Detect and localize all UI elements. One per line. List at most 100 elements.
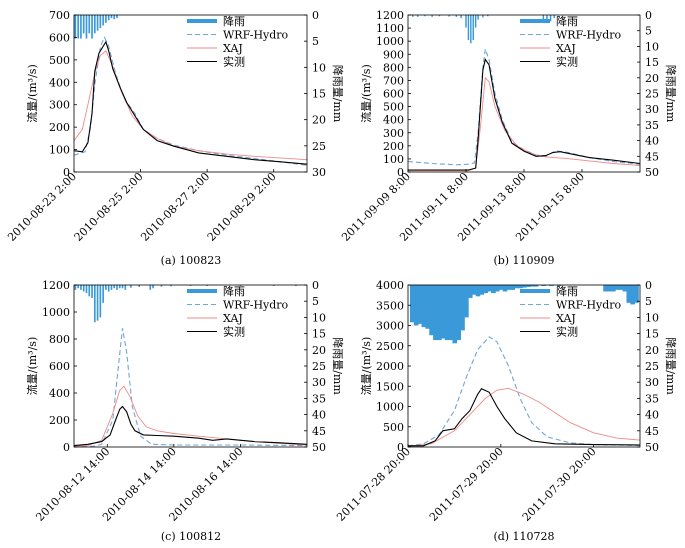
rain-tick-label: 50 xyxy=(312,441,326,454)
y-tick-label: 700 xyxy=(49,9,70,22)
rain-tick-label: 40 xyxy=(645,135,659,148)
rain-bar xyxy=(444,285,450,341)
rain-axis-label: 降雨量/mm xyxy=(331,337,345,395)
rain-bar xyxy=(502,285,508,292)
y-axis-label: 流量/(m³/s) xyxy=(359,64,373,122)
rain-bar xyxy=(85,285,88,294)
y-tick-label: 400 xyxy=(383,114,404,127)
legend-label: XAJ xyxy=(556,312,576,325)
rain-bar xyxy=(510,285,516,290)
rain-bar xyxy=(460,285,465,331)
y-tick-label: 100 xyxy=(383,153,404,166)
rain-bar xyxy=(611,285,616,292)
rain-tick-label: 45 xyxy=(645,150,659,163)
rain-bar xyxy=(506,285,512,290)
x-tick-label: 2010-08-29 2:00 xyxy=(205,170,279,244)
rain-bar xyxy=(464,285,469,318)
y-axis-label: 流量/(m³/s) xyxy=(359,337,373,395)
y-tick-label: 600 xyxy=(49,360,70,373)
legend-swatch-rain xyxy=(520,289,550,293)
y-tick-label: 300 xyxy=(49,99,70,112)
rain-bar xyxy=(160,285,163,287)
y-tick-label: 2000 xyxy=(376,360,404,373)
observed-line xyxy=(408,58,641,171)
y-tick-label: 0 xyxy=(63,166,70,179)
y-tick-label: 1200 xyxy=(42,279,70,292)
legend-label: WRF-Hydro xyxy=(556,29,622,42)
panel-2: 0100200300400500600700800900100011001200… xyxy=(339,9,678,267)
y-tick-label: 1500 xyxy=(376,380,404,393)
observed-line xyxy=(73,405,308,447)
legend-label: 降雨 xyxy=(223,14,245,28)
x-tick-label: 2010-08-12 14:00 xyxy=(33,445,112,524)
y-tick-label: 600 xyxy=(49,31,70,44)
rain-bar xyxy=(425,285,431,329)
rain-tick-label: 20 xyxy=(645,72,659,85)
rain-bar xyxy=(482,15,484,18)
rain-tick-label: 45 xyxy=(312,425,326,438)
rain-bar xyxy=(80,285,82,290)
rain-bar xyxy=(91,15,93,39)
rain-tick-label: 15 xyxy=(312,328,326,341)
rain-bar xyxy=(99,285,102,318)
rain-bar xyxy=(107,15,110,21)
rain-bar xyxy=(206,285,208,286)
rain-bar xyxy=(626,285,632,303)
y-tick-label: 900 xyxy=(383,48,404,61)
rain-bar xyxy=(607,285,612,292)
rain-tick-label: 30 xyxy=(645,103,659,116)
rain-tick-label: 0 xyxy=(312,9,319,22)
rain-bar xyxy=(80,15,82,39)
rain-bar xyxy=(630,285,635,305)
xaj-line xyxy=(407,387,641,447)
rain-bar xyxy=(91,285,93,298)
rain-tick-label: 15 xyxy=(312,88,326,101)
rain-tick-label: 40 xyxy=(312,409,326,422)
rain-bar xyxy=(421,285,427,328)
y-tick-label: 800 xyxy=(383,61,404,74)
rain-bar xyxy=(549,285,554,286)
panel-caption: (d) 110728 xyxy=(493,530,554,543)
rain-bar xyxy=(487,285,492,292)
rain-tick-label: 15 xyxy=(645,56,659,69)
y-tick-label: 0 xyxy=(397,166,404,179)
rain-bar xyxy=(74,15,77,39)
rain-bar xyxy=(105,285,107,290)
rain-bar xyxy=(487,15,489,17)
rain-bar xyxy=(518,285,523,289)
rain-bar xyxy=(533,285,539,287)
legend-label: XAJ xyxy=(223,42,243,55)
x-tick-label: 2010-08-16 14:00 xyxy=(167,445,246,524)
legend-label: WRF-Hydro xyxy=(223,299,289,312)
rain-bar xyxy=(77,285,79,289)
rain-bar xyxy=(417,285,423,324)
rain-bar xyxy=(448,285,454,341)
rain-bar xyxy=(448,15,450,17)
rain-bar xyxy=(472,15,474,41)
rain-tick-label: 45 xyxy=(645,425,659,438)
y-tick-label: 2500 xyxy=(376,340,404,353)
wrf-hydro-line xyxy=(74,328,308,447)
rain-tick-label: 10 xyxy=(312,61,326,74)
legend-label: 实测 xyxy=(223,55,245,69)
rain-tick-label: 20 xyxy=(312,114,326,127)
y-axis-label: 流量/(m³/s) xyxy=(25,337,39,395)
rain-bar xyxy=(118,285,121,289)
rain-bar xyxy=(549,15,552,22)
rain-bar xyxy=(475,285,481,297)
rain-bar xyxy=(498,285,504,290)
rain-bar xyxy=(471,285,477,295)
rain-bar xyxy=(556,285,562,286)
y-tick-label: 4000 xyxy=(376,279,404,292)
rain-tick-label: 20 xyxy=(645,344,659,357)
y-tick-label: 500 xyxy=(49,54,70,67)
rain-bar xyxy=(413,285,419,326)
rain-bar xyxy=(440,285,446,339)
rain-bar xyxy=(85,15,88,39)
y-tick-label: 1200 xyxy=(376,9,404,22)
y-tick-label: 200 xyxy=(383,140,404,153)
panel-caption: (b) 110909 xyxy=(493,254,554,267)
rain-bar xyxy=(110,285,113,290)
rain-bar xyxy=(542,15,545,22)
